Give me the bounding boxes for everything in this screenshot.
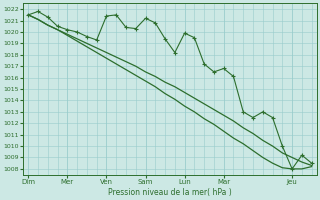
X-axis label: Pression niveau de la mer( hPa ): Pression niveau de la mer( hPa ) — [108, 188, 232, 197]
